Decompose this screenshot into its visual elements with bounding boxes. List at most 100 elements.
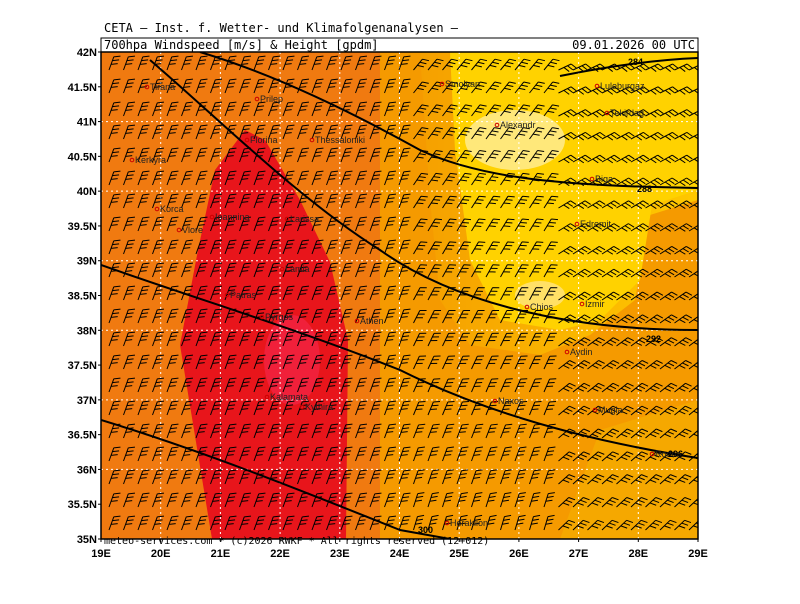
wind-barb xyxy=(630,314,649,324)
wind-barb xyxy=(137,124,150,140)
wind-barb xyxy=(123,423,136,439)
wind-barb xyxy=(500,310,514,324)
wind-barb xyxy=(529,241,544,255)
wind-barb xyxy=(688,154,698,164)
city-label: Kalamata xyxy=(270,392,308,402)
wind-barb xyxy=(195,170,208,186)
city-marker xyxy=(299,404,305,410)
wind-barb xyxy=(572,360,591,370)
wind-barb xyxy=(282,216,295,232)
wind-barb xyxy=(210,446,223,462)
wind-barb xyxy=(384,239,397,255)
wind-barb xyxy=(442,287,456,301)
wind-barb xyxy=(297,239,310,255)
wind-barb xyxy=(181,446,194,462)
wind-barb xyxy=(210,78,223,94)
wind-barb xyxy=(529,378,542,393)
wind-barb xyxy=(268,147,281,163)
wind-barb xyxy=(340,354,353,370)
wind-barb xyxy=(543,81,560,94)
wind-barb xyxy=(674,497,692,508)
wind-barb xyxy=(456,81,473,94)
wind-barb xyxy=(152,193,165,209)
wind-barb xyxy=(152,147,165,163)
wind-barb xyxy=(152,423,165,439)
wind-barb xyxy=(616,337,634,347)
city-marker xyxy=(574,221,580,227)
city-marker xyxy=(224,292,230,298)
wind-barb xyxy=(326,262,339,278)
wind-barb xyxy=(413,423,426,439)
wind-barb xyxy=(181,492,194,508)
wind-barb xyxy=(137,492,150,508)
wind-barb xyxy=(239,101,252,117)
wind-barb xyxy=(413,195,428,209)
wind-barb xyxy=(384,147,397,163)
wind-barb xyxy=(514,104,531,117)
wind-barb xyxy=(369,101,382,117)
wind-barb xyxy=(384,170,397,186)
wind-barb xyxy=(239,331,252,347)
wind-barb xyxy=(268,492,281,508)
wind-barb xyxy=(224,216,237,232)
wind-barb xyxy=(471,492,483,508)
wind-barb xyxy=(645,474,663,485)
wind-barb xyxy=(369,262,382,278)
header-valid: 09.01.2026 00 UTC xyxy=(572,38,695,52)
wind-barb xyxy=(413,104,429,117)
city-label: Naxos xyxy=(498,396,524,406)
city-label: Pyrgos xyxy=(265,312,294,322)
wind-barb xyxy=(355,446,368,462)
wind-barb xyxy=(543,446,556,462)
wind-barb xyxy=(471,378,484,393)
wind-barb xyxy=(166,170,179,186)
wind-barb xyxy=(311,492,324,508)
wind-barb xyxy=(413,58,430,71)
wind-barb xyxy=(195,124,208,140)
wind-barb xyxy=(253,193,266,209)
wind-barb xyxy=(210,331,223,347)
wind-barb xyxy=(166,331,179,347)
wind-barb xyxy=(311,124,324,140)
wind-barb xyxy=(500,127,516,140)
lat-label: 40N xyxy=(77,186,97,198)
wind-barb xyxy=(398,331,411,347)
wind-barb xyxy=(500,264,515,278)
wind-barb xyxy=(427,492,439,508)
city-label: Smolyan xyxy=(445,79,480,89)
wind-barb xyxy=(355,55,368,71)
wind-barb xyxy=(326,492,339,508)
wind-barb xyxy=(108,170,121,186)
wind-barb xyxy=(224,331,237,347)
wind-barb xyxy=(543,514,555,531)
wind-barb xyxy=(166,515,179,531)
wind-barb xyxy=(587,109,606,118)
wind-barb xyxy=(616,223,635,232)
wind-barb xyxy=(587,497,605,508)
lon-label: 23E xyxy=(330,548,350,560)
wind-barb xyxy=(543,104,560,117)
wind-barb xyxy=(340,55,353,71)
wind-barb xyxy=(224,147,237,163)
wind-barb xyxy=(369,124,382,140)
wind-barb xyxy=(514,127,530,140)
wind-barb xyxy=(195,308,208,324)
wind-barb xyxy=(485,401,499,416)
wind-barb xyxy=(674,474,692,485)
city-marker xyxy=(244,137,250,143)
wind-barb xyxy=(688,200,698,209)
field: Tirana Prilep Florina Thessaloniki Smolyan Al… xyxy=(101,52,698,539)
wind-barb xyxy=(137,147,150,163)
lon-label: 19E xyxy=(91,548,111,560)
wind-barb xyxy=(398,170,411,186)
wind-barb xyxy=(369,469,382,485)
wind-barb xyxy=(398,377,411,393)
wind-barb xyxy=(311,469,324,485)
wind-barb xyxy=(137,262,150,278)
wind-barb xyxy=(152,78,165,94)
wind-barb xyxy=(210,170,223,186)
wind-barb xyxy=(123,193,136,209)
city-marker xyxy=(264,394,270,400)
wind-barb xyxy=(601,109,621,118)
wind-barb xyxy=(688,474,698,485)
